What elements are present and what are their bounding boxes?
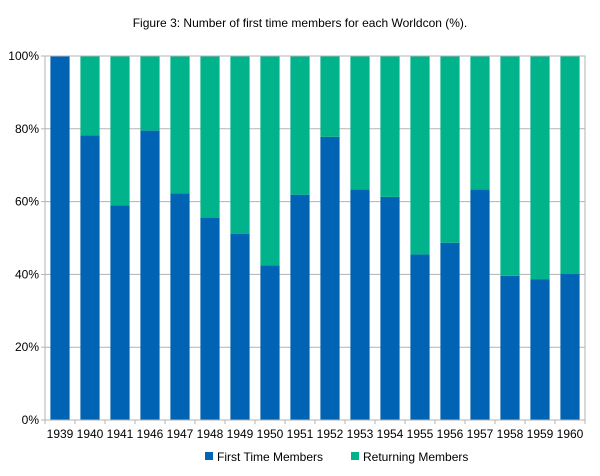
bar-returning-members bbox=[380, 56, 400, 197]
bar-first-time-members bbox=[350, 189, 370, 420]
bars bbox=[50, 56, 580, 421]
bar-first-time-members bbox=[230, 233, 250, 420]
bar-first-time-members bbox=[200, 217, 220, 420]
bar-first-time-members bbox=[410, 254, 430, 420]
bar-first-time-members bbox=[440, 242, 460, 420]
bar-returning-members bbox=[290, 56, 310, 195]
bar-returning-members bbox=[320, 56, 340, 137]
x-tick-label: 1940 bbox=[77, 427, 104, 441]
y-tick-label: 100% bbox=[8, 49, 39, 63]
bar-returning-members bbox=[440, 56, 460, 243]
legend-swatch-returning bbox=[351, 452, 359, 460]
bar-returning-members bbox=[110, 56, 130, 206]
legend-swatch-first-time bbox=[205, 452, 213, 460]
y-tick-label: 0% bbox=[22, 413, 40, 427]
bar-returning-members bbox=[140, 56, 160, 131]
x-tick-label: 1951 bbox=[287, 427, 314, 441]
legend-label-first-time: First Time Members bbox=[217, 450, 323, 464]
bar-first-time-members bbox=[170, 193, 190, 420]
bar-first-time-members bbox=[260, 265, 280, 420]
y-tick-label: 20% bbox=[15, 340, 39, 354]
x-tick-label: 1956 bbox=[437, 427, 464, 441]
bar-returning-members bbox=[170, 56, 190, 194]
x-tick-label: 1958 bbox=[497, 427, 524, 441]
bar-returning-members bbox=[500, 56, 520, 276]
legend: First Time Members Returning Members bbox=[205, 450, 468, 464]
x-tick-label: 1957 bbox=[467, 427, 494, 441]
x-tick-label: 1941 bbox=[107, 427, 134, 441]
x-tick-label: 1939 bbox=[47, 427, 74, 441]
bar-returning-members bbox=[200, 56, 220, 218]
bar-first-time-members bbox=[320, 136, 340, 421]
x-axis-ticks: 1939 1940 1941 1946 1947 1948 1949 1950 1951 1952… bbox=[44, 420, 586, 441]
bar-first-time-members bbox=[560, 274, 580, 420]
x-tick-label: 1955 bbox=[407, 427, 434, 441]
y-tick-label: 80% bbox=[15, 122, 39, 136]
x-tick-label: 1949 bbox=[227, 427, 254, 441]
y-tick-label: 40% bbox=[15, 267, 39, 281]
bar-first-time-members bbox=[470, 189, 490, 420]
x-tick-label: 1959 bbox=[527, 427, 554, 441]
bar-returning-members bbox=[530, 56, 550, 280]
bar-first-time-members bbox=[500, 275, 520, 420]
x-tick-label: 1953 bbox=[347, 427, 374, 441]
bar-returning-members bbox=[260, 56, 280, 266]
y-axis-ticks: 0% 20% 40% 60% 80% 100% bbox=[8, 49, 45, 427]
x-tick-label: 1947 bbox=[167, 427, 194, 441]
x-tick-label: 1950 bbox=[257, 427, 284, 441]
bar-first-time-members bbox=[50, 56, 70, 420]
bar-returning-members bbox=[560, 56, 580, 275]
bar-first-time-members bbox=[290, 194, 310, 420]
bar-returning-members bbox=[470, 56, 490, 190]
bar-returning-members bbox=[350, 56, 370, 190]
chart-title: Figure 3: Number of first time members f… bbox=[133, 16, 468, 30]
bar-first-time-members bbox=[380, 196, 400, 420]
legend-label-returning: Returning Members bbox=[363, 450, 468, 464]
x-tick-label: 1948 bbox=[197, 427, 224, 441]
x-tick-label: 1960 bbox=[557, 427, 584, 441]
bar-returning-members bbox=[80, 56, 100, 136]
bar-returning-members bbox=[410, 56, 430, 255]
bar-first-time-members bbox=[530, 279, 550, 420]
x-tick-label: 1954 bbox=[377, 427, 404, 441]
y-tick-label: 60% bbox=[15, 195, 39, 209]
bar-first-time-members bbox=[140, 130, 160, 420]
bar-first-time-members bbox=[80, 135, 100, 421]
bar-returning-members bbox=[230, 56, 250, 234]
x-tick-label: 1952 bbox=[317, 427, 344, 441]
x-tick-label: 1946 bbox=[137, 427, 164, 441]
bar-first-time-members bbox=[110, 205, 130, 420]
